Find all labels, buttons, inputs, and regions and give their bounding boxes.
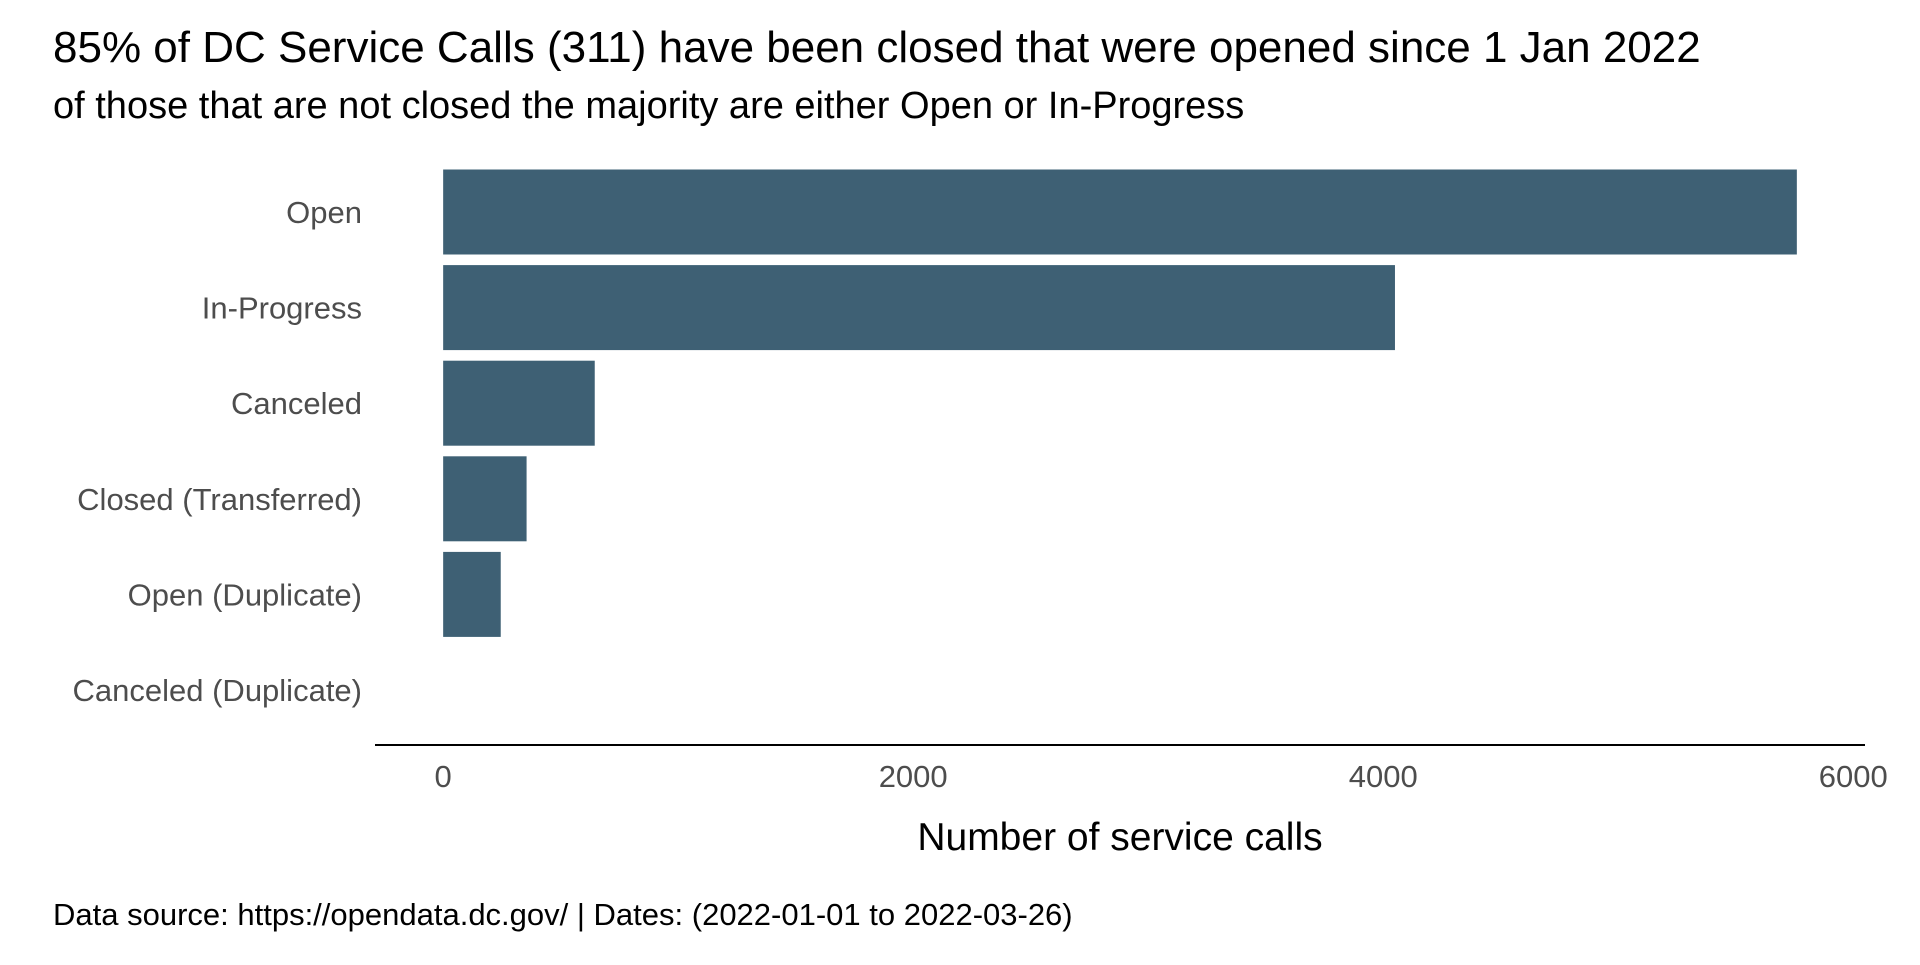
bars-layer: [443, 169, 1797, 637]
x-axis-title: Number of service calls: [917, 816, 1322, 859]
y-axis-label: Open (Duplicate): [128, 577, 362, 612]
y-axis-labels: Open In-Progress Canceled Closed (Transferr…: [73, 195, 362, 708]
bar-closed-transferred: [443, 456, 527, 542]
y-axis-label: Closed (Transferred): [77, 482, 362, 517]
chart-caption: Data source: https://opendata.dc.gov/ | …: [53, 897, 1073, 932]
bar-open-duplicate: [443, 551, 501, 637]
chart-title: 85% of DC Service Calls (311) have been …: [53, 23, 1701, 72]
x-axis-ticks: 0 2000 4000 6000: [435, 759, 1888, 794]
y-axis-label: Canceled (Duplicate): [73, 673, 362, 708]
chart-subtitle: of those that are not closed the majorit…: [53, 85, 1244, 127]
bar-open: [443, 169, 1797, 255]
y-axis-label: Open: [286, 195, 362, 230]
y-axis-label: In-Progress: [202, 291, 362, 326]
y-axis-label: Canceled: [231, 386, 362, 421]
bar-canceled: [443, 360, 595, 446]
x-tick-label: 0: [435, 759, 452, 794]
x-tick-label: 2000: [879, 759, 948, 794]
x-tick-label: 4000: [1349, 759, 1418, 794]
bar-in-progress: [443, 265, 1395, 351]
x-tick-label: 6000: [1819, 759, 1888, 794]
